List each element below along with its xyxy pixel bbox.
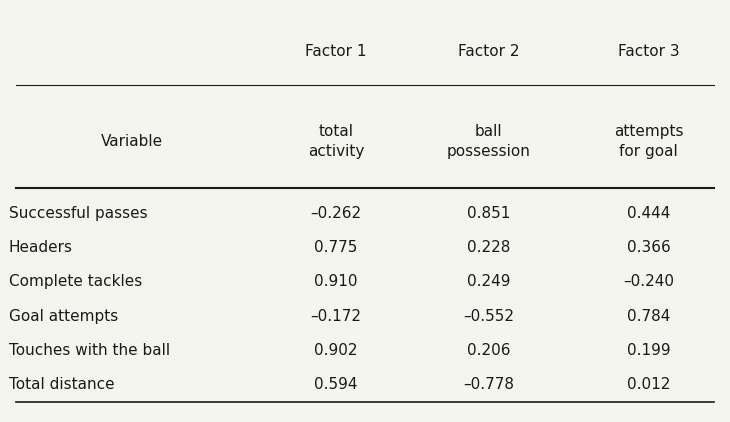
- Text: 0.249: 0.249: [467, 274, 510, 289]
- Text: 0.444: 0.444: [627, 206, 670, 221]
- Text: 0.206: 0.206: [467, 343, 510, 358]
- Text: 0.199: 0.199: [627, 343, 670, 358]
- Text: Total distance: Total distance: [9, 377, 115, 392]
- Text: Factor 1: Factor 1: [305, 44, 366, 59]
- Text: 0.851: 0.851: [467, 206, 510, 221]
- Text: attempts
for goal: attempts for goal: [614, 124, 683, 159]
- Text: total
activity: total activity: [308, 124, 364, 159]
- Text: Goal attempts: Goal attempts: [9, 309, 118, 324]
- Text: 0.228: 0.228: [467, 240, 510, 255]
- Text: Touches with the ball: Touches with the ball: [9, 343, 170, 358]
- Text: 0.784: 0.784: [627, 309, 670, 324]
- Text: Variable: Variable: [101, 134, 164, 149]
- Text: 0.012: 0.012: [627, 377, 670, 392]
- Text: Factor 2: Factor 2: [458, 44, 519, 59]
- Text: –0.552: –0.552: [463, 309, 514, 324]
- Text: –0.778: –0.778: [463, 377, 514, 392]
- Text: 0.366: 0.366: [627, 240, 670, 255]
- Text: –0.240: –0.240: [623, 274, 674, 289]
- Text: Complete tackles: Complete tackles: [9, 274, 142, 289]
- Text: –0.262: –0.262: [310, 206, 361, 221]
- Text: 0.775: 0.775: [314, 240, 358, 255]
- Text: Factor 3: Factor 3: [618, 44, 680, 59]
- Text: 0.910: 0.910: [314, 274, 358, 289]
- Text: Headers: Headers: [9, 240, 73, 255]
- Text: Successful passes: Successful passes: [9, 206, 147, 221]
- Text: 0.902: 0.902: [314, 343, 358, 358]
- Text: 0.594: 0.594: [314, 377, 358, 392]
- Text: ball
possession: ball possession: [447, 124, 531, 159]
- Text: –0.172: –0.172: [310, 309, 361, 324]
